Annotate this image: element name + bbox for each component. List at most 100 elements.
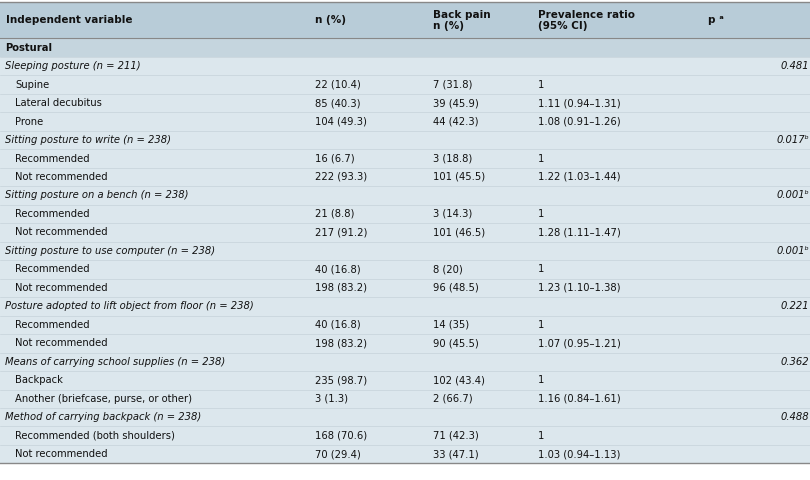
Bar bbox=[0, 38, 810, 57]
Text: 1: 1 bbox=[538, 375, 544, 385]
Text: 85 (40.3): 85 (40.3) bbox=[315, 98, 360, 108]
Text: Means of carrying school supplies (n = 238): Means of carrying school supplies (n = 2… bbox=[5, 357, 225, 367]
Text: 1: 1 bbox=[538, 264, 544, 275]
Bar bbox=[0, 408, 810, 426]
Bar bbox=[0, 57, 810, 75]
Text: 21 (8.8): 21 (8.8) bbox=[315, 209, 355, 219]
Text: Another (briefcase, purse, or other): Another (briefcase, purse, or other) bbox=[15, 394, 193, 404]
Text: 96 (48.5): 96 (48.5) bbox=[433, 283, 478, 293]
Text: n (%): n (%) bbox=[315, 15, 346, 25]
Bar bbox=[0, 112, 810, 131]
Bar bbox=[0, 223, 810, 241]
Text: Recommended (both shoulders): Recommended (both shoulders) bbox=[15, 431, 175, 441]
Text: 1.08 (0.91–1.26): 1.08 (0.91–1.26) bbox=[538, 117, 620, 127]
Text: Not recommended: Not recommended bbox=[15, 172, 108, 182]
Text: 40 (16.8): 40 (16.8) bbox=[315, 320, 360, 330]
Text: 0.488: 0.488 bbox=[781, 412, 809, 422]
Text: Prone: Prone bbox=[15, 117, 44, 127]
Text: 0.001ᵇ: 0.001ᵇ bbox=[776, 246, 809, 256]
Text: Posture adopted to lift object from floor (n = 238): Posture adopted to lift object from floo… bbox=[5, 301, 254, 312]
Text: 70 (29.4): 70 (29.4) bbox=[315, 449, 360, 459]
Text: 3 (14.3): 3 (14.3) bbox=[433, 209, 471, 219]
Text: Sleeping posture (n = 211): Sleeping posture (n = 211) bbox=[5, 61, 140, 71]
Text: Lateral decubitus: Lateral decubitus bbox=[15, 98, 102, 108]
Bar bbox=[0, 352, 810, 371]
Text: 1.16 (0.84–1.61): 1.16 (0.84–1.61) bbox=[538, 394, 620, 404]
Text: Independent variable: Independent variable bbox=[6, 15, 132, 25]
Text: Postural: Postural bbox=[5, 43, 52, 53]
Text: 1.11 (0.94–1.31): 1.11 (0.94–1.31) bbox=[538, 98, 620, 108]
Text: Recommended: Recommended bbox=[15, 264, 90, 275]
Text: 1: 1 bbox=[538, 431, 544, 441]
Text: 101 (45.5): 101 (45.5) bbox=[433, 172, 484, 182]
Bar bbox=[0, 241, 810, 260]
Bar bbox=[0, 186, 810, 204]
Bar bbox=[0, 445, 810, 463]
Text: 102 (43.4): 102 (43.4) bbox=[433, 375, 484, 385]
Text: Prevalence ratio
(95% CI): Prevalence ratio (95% CI) bbox=[538, 10, 635, 31]
Text: 198 (83.2): 198 (83.2) bbox=[315, 283, 367, 293]
Bar bbox=[0, 260, 810, 278]
Bar bbox=[0, 334, 810, 352]
Text: Method of carrying backpack (n = 238): Method of carrying backpack (n = 238) bbox=[5, 412, 201, 422]
Text: Not recommended: Not recommended bbox=[15, 449, 108, 459]
Text: 16 (6.7): 16 (6.7) bbox=[315, 154, 355, 164]
Text: Recommended: Recommended bbox=[15, 320, 90, 330]
Text: 3 (18.8): 3 (18.8) bbox=[433, 154, 471, 164]
Text: 104 (49.3): 104 (49.3) bbox=[315, 117, 367, 127]
Text: 22 (10.4): 22 (10.4) bbox=[315, 80, 360, 90]
Text: 8 (20): 8 (20) bbox=[433, 264, 463, 275]
Bar bbox=[0, 75, 810, 94]
Bar bbox=[0, 371, 810, 389]
Text: 14 (35): 14 (35) bbox=[433, 320, 469, 330]
Bar bbox=[0, 131, 810, 149]
Bar bbox=[0, 389, 810, 408]
Bar bbox=[0, 204, 810, 223]
Text: 1: 1 bbox=[538, 209, 544, 219]
Text: 217 (91.2): 217 (91.2) bbox=[315, 228, 368, 238]
Bar bbox=[0, 2, 810, 38]
Text: 44 (42.3): 44 (42.3) bbox=[433, 117, 478, 127]
Text: 33 (47.1): 33 (47.1) bbox=[433, 449, 478, 459]
Text: Sitting posture to write (n = 238): Sitting posture to write (n = 238) bbox=[5, 135, 171, 145]
Text: Sitting posture on a bench (n = 238): Sitting posture on a bench (n = 238) bbox=[5, 191, 189, 201]
Text: 0.481: 0.481 bbox=[781, 61, 809, 71]
Text: 0.362: 0.362 bbox=[781, 357, 809, 367]
Text: 90 (45.5): 90 (45.5) bbox=[433, 338, 478, 348]
Text: 0.001ᵇ: 0.001ᵇ bbox=[776, 191, 809, 201]
Text: Sitting posture to use computer (n = 238): Sitting posture to use computer (n = 238… bbox=[5, 246, 215, 256]
Text: 7 (31.8): 7 (31.8) bbox=[433, 80, 472, 90]
Bar bbox=[0, 168, 810, 186]
Bar bbox=[0, 426, 810, 445]
Text: 235 (98.7): 235 (98.7) bbox=[315, 375, 367, 385]
Text: Back pain
n (%): Back pain n (%) bbox=[433, 10, 490, 31]
Text: 2 (66.7): 2 (66.7) bbox=[433, 394, 472, 404]
Text: 1.03 (0.94–1.13): 1.03 (0.94–1.13) bbox=[538, 449, 620, 459]
Bar bbox=[0, 149, 810, 168]
Text: Not recommended: Not recommended bbox=[15, 228, 108, 238]
Text: 101 (46.5): 101 (46.5) bbox=[433, 228, 484, 238]
Text: 1: 1 bbox=[538, 154, 544, 164]
Text: 0.017ᵇ: 0.017ᵇ bbox=[776, 135, 809, 145]
Text: 39 (45.9): 39 (45.9) bbox=[433, 98, 478, 108]
Bar bbox=[0, 297, 810, 315]
Text: 1.22 (1.03–1.44): 1.22 (1.03–1.44) bbox=[538, 172, 620, 182]
Text: 1.28 (1.11–1.47): 1.28 (1.11–1.47) bbox=[538, 228, 620, 238]
Bar bbox=[0, 278, 810, 297]
Bar bbox=[0, 315, 810, 334]
Text: 71 (42.3): 71 (42.3) bbox=[433, 431, 478, 441]
Text: p ᵃ: p ᵃ bbox=[708, 15, 724, 25]
Text: Not recommended: Not recommended bbox=[15, 283, 108, 293]
Text: 1.23 (1.10–1.38): 1.23 (1.10–1.38) bbox=[538, 283, 620, 293]
Text: Not recommended: Not recommended bbox=[15, 338, 108, 348]
Text: Supine: Supine bbox=[15, 80, 49, 90]
Text: 3 (1.3): 3 (1.3) bbox=[315, 394, 348, 404]
Text: 0.221: 0.221 bbox=[781, 301, 809, 312]
Text: 198 (83.2): 198 (83.2) bbox=[315, 338, 367, 348]
Text: Recommended: Recommended bbox=[15, 209, 90, 219]
Text: 1.07 (0.95–1.21): 1.07 (0.95–1.21) bbox=[538, 338, 620, 348]
Bar bbox=[0, 94, 810, 112]
Text: 1: 1 bbox=[538, 80, 544, 90]
Text: 222 (93.3): 222 (93.3) bbox=[315, 172, 367, 182]
Text: 40 (16.8): 40 (16.8) bbox=[315, 264, 360, 275]
